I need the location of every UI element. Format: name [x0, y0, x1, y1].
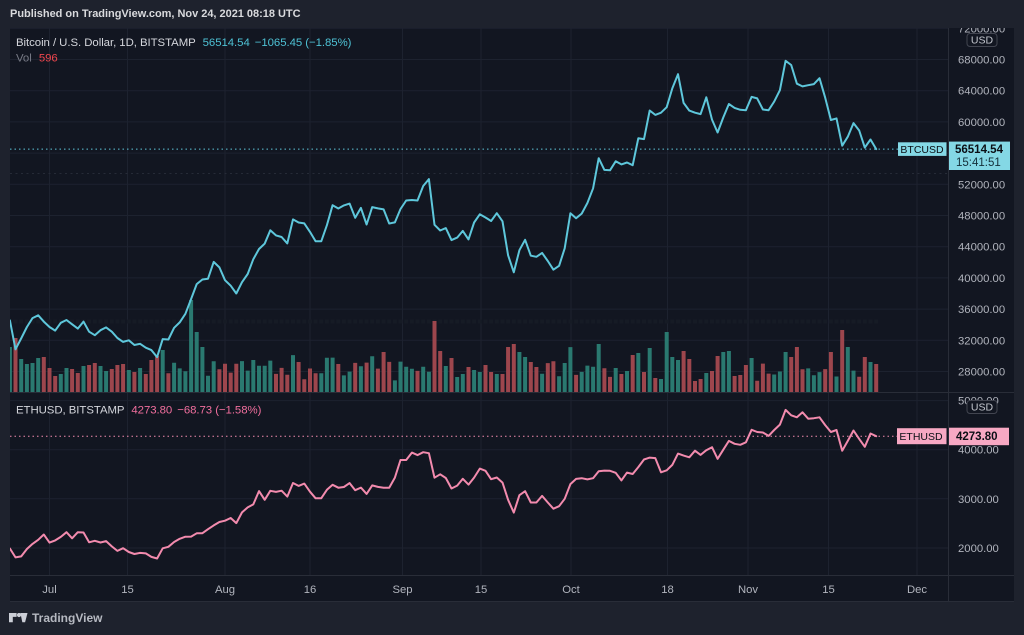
svg-text:ETHUSD, BITSTAMP 4273.80−68.73: ETHUSD, BITSTAMP 4273.80 −68.73 (−1.58%)	[16, 405, 262, 417]
svg-text:Bitcoin / U.S. Dollar, 1D, BIT: Bitcoin / U.S. Dollar, 1D, BITSTAMP 5651…	[16, 37, 352, 49]
svg-text:15:41:51: 15:41:51	[956, 157, 1001, 169]
svg-text:2000.00: 2000.00	[958, 543, 999, 555]
svg-text:16: 16	[304, 584, 317, 596]
svg-text:Nov: Nov	[738, 584, 758, 596]
svg-text:60000.00: 60000.00	[958, 117, 1005, 129]
svg-text:36000.00: 36000.00	[958, 304, 1005, 316]
svg-text:Sep: Sep	[392, 584, 412, 596]
svg-text:4273.80: 4273.80	[956, 431, 998, 443]
svg-text:Vol 596: Vol 596	[16, 53, 58, 65]
svg-text:15: 15	[475, 584, 488, 596]
svg-text:3000.00: 3000.00	[958, 494, 999, 506]
svg-text:56514.54: 56514.54	[955, 144, 1004, 156]
svg-text:48000.00: 48000.00	[958, 211, 1005, 223]
svg-text:52000.00: 52000.00	[958, 179, 1005, 191]
svg-text:USD: USD	[971, 402, 994, 414]
svg-text:64000.00: 64000.00	[958, 86, 1005, 98]
svg-text:BTCUSD: BTCUSD	[900, 144, 944, 156]
svg-text:68000.00: 68000.00	[958, 55, 1005, 67]
svg-text:32000.00: 32000.00	[958, 335, 1005, 347]
svg-text:28000.00: 28000.00	[958, 367, 1005, 379]
svg-text:Dec: Dec	[907, 584, 927, 596]
svg-text:40000.00: 40000.00	[958, 273, 1005, 285]
svg-text:Aug: Aug	[215, 584, 235, 596]
svg-text:18: 18	[661, 584, 674, 596]
svg-text:Oct: Oct	[562, 584, 580, 596]
svg-text:USD: USD	[971, 35, 994, 47]
svg-text:4000.00: 4000.00	[958, 445, 999, 457]
svg-text:44000.00: 44000.00	[958, 242, 1005, 254]
svg-text:15: 15	[121, 584, 134, 596]
svg-text:15: 15	[822, 584, 835, 596]
svg-text:ETHUSD: ETHUSD	[899, 431, 943, 443]
svg-text:Jul: Jul	[42, 584, 56, 596]
